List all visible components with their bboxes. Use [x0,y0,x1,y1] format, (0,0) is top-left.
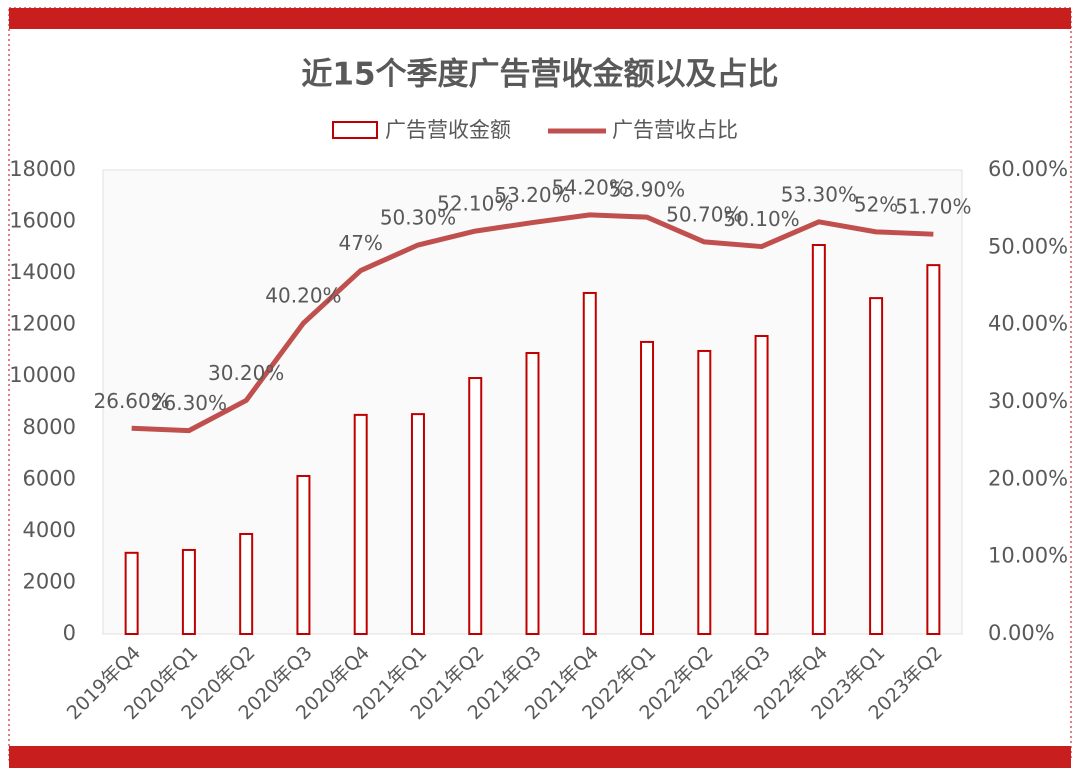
data-label: 26.60% [94,389,170,413]
data-label: 50.10% [723,207,799,231]
y2-tick-label: 50.00% [988,234,1068,258]
bar [353,413,368,635]
y-tick-label: 12000 [9,312,76,336]
data-label: 53.90% [609,178,685,202]
y-tick-label: 6000 [23,466,76,490]
data-label: 47% [338,231,382,255]
line [131,212,934,434]
y2-tick-label: 30.00% [988,389,1068,413]
y2-tick-label: 20.00% [988,466,1068,490]
y-tick-label: 2000 [23,569,76,593]
data-label: 51.70% [895,195,971,219]
bar [697,349,712,635]
data-label: 40.20% [265,284,341,308]
data-label: 26.30% [151,391,227,415]
y-tick-label: 14000 [9,260,76,284]
y2-tick-label: 0.00% [988,621,1055,645]
bar [525,352,540,635]
y-tick-label: 4000 [23,518,76,542]
data-label: 50.30% [380,206,456,230]
y-tick-label: 18000 [9,157,76,181]
bar [582,291,597,635]
data-label: 53.20% [494,183,570,207]
legend-label: 广告营收占比 [612,118,738,142]
legend-bar-swatch [332,121,378,139]
bar [410,413,425,636]
bar [811,244,826,635]
bar [926,264,941,635]
y-tick-label: 8000 [23,415,76,439]
y-tick-label: 10000 [9,363,76,387]
bar [869,297,884,635]
chart-title: 近15个季度广告营收金额以及占比 [301,57,778,93]
bar [124,551,139,635]
legend-label: 广告营收金额 [385,118,511,142]
bottom-band [9,746,1071,768]
y2-tick-label: 60.00% [988,157,1068,181]
bar [181,548,196,635]
bar [468,377,483,635]
bar [296,474,311,635]
data-label: 53.30% [781,182,857,206]
y2-tick-label: 10.00% [988,544,1068,568]
bar [640,340,655,635]
data-label: 30.20% [208,361,284,385]
bar [239,532,254,636]
data-label: 54.20% [552,175,628,199]
data-label: 50.70% [666,202,742,226]
y-tick-label: 16000 [9,209,76,233]
bar [754,335,769,635]
top-band [9,8,1071,29]
y-tick-label: 0 [63,621,76,645]
data-label: 52.10% [437,192,513,216]
data-label: 52% [854,192,898,216]
y2-tick-label: 40.00% [988,312,1068,336]
